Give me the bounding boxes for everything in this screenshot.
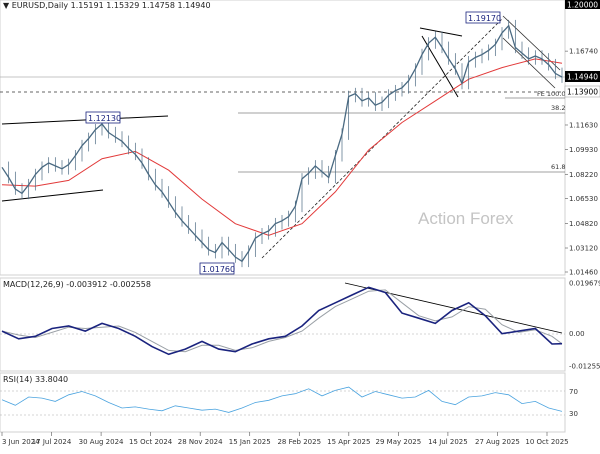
y-tick-label: 1.16740: [569, 48, 598, 56]
high-label-box: 1.19170: [465, 11, 501, 24]
x-tick-label: 3 Jun 2024: [2, 438, 40, 446]
current-price-tag-bg: [565, 71, 600, 82]
fib618-label: 61.8: [551, 163, 565, 171]
x-tick-label: 29 May 2025: [376, 438, 422, 446]
low-label-box: 1.01760: [199, 262, 235, 275]
y-tick-label: 1.06530: [569, 195, 598, 203]
top-price-tag-text: 1.20000: [567, 1, 598, 10]
macd-pane: 0.019679 0.00 -0.012552: [0, 277, 600, 372]
macd-tick-label: 0.019679: [569, 280, 600, 288]
candles: [8, 19, 563, 268]
trendline-upper-left: [1, 115, 169, 125]
current-price-tag-text: 1.14940: [567, 73, 598, 82]
watermark-text: Action Forex: [418, 209, 514, 228]
current-price-tag: 1.14940: [565, 71, 600, 82]
x-tick-label: 15 Oct 2024: [129, 438, 173, 446]
rsi-tick-label: 30: [569, 410, 578, 418]
macd-y-axis: 0.019679 0.00 -0.012552: [569, 280, 600, 371]
x-tick-label: 17 Jul 2024: [32, 438, 72, 446]
low-label-bg: [199, 262, 235, 275]
rsi-tick-label: 70: [569, 388, 578, 396]
channel-top-left: [419, 27, 463, 37]
rsi-y-axis: 70 30: [569, 388, 578, 418]
macd-tick-label: -0.012552: [569, 363, 600, 371]
macd-pane-title: MACD(12,26,9) -0.003912 -0.002558: [3, 280, 151, 289]
x-tick-label: 14 Jul 2025: [428, 438, 468, 446]
macd-tick-label: 0.00: [569, 330, 585, 338]
y-tick-label: 1.03120: [569, 245, 598, 253]
moving-average-line: [1, 58, 563, 236]
trendline-lower-left: [1, 189, 104, 202]
x-tick-label: 15 Apr 2025: [327, 438, 370, 446]
main-pane: 1.16740 1.11630 1.09930 1.08220 1.06530 1.048…: [0, 0, 600, 277]
x-tick-label: 28 Nov 2024: [178, 438, 223, 446]
main-pane-frame: [0, 0, 566, 276]
high-label: 1.19170: [468, 14, 501, 23]
x-tick-label: 15 Jan 2025: [229, 438, 271, 446]
fe100-label: FE 100.0: [537, 90, 566, 98]
rsi-pane-frame: [0, 372, 566, 433]
rsi-pane: 70 30: [0, 372, 578, 433]
macd-pane-frame: [0, 277, 566, 372]
support-price-tag-text: 1.13900: [567, 88, 598, 97]
rsi-pane-title: RSI(14) 33.8040: [3, 375, 69, 384]
y-tick-label: 1.04820: [569, 220, 598, 228]
y-tick-label: 1.08220: [569, 171, 598, 179]
channel-bottom-left: [421, 35, 459, 98]
mid-label-bg: [85, 111, 121, 124]
mid-label: 1.12130: [88, 114, 121, 123]
x-tick-label: 27 Aug 2025: [475, 438, 520, 446]
x-tick-label: 30 Aug 2024: [79, 438, 124, 446]
support-price-tag: 1.13900: [564, 85, 600, 98]
macd-line: [1, 286, 563, 356]
mid-label-box: 1.12130: [85, 111, 121, 124]
high-label-bg: [465, 11, 501, 24]
top-price-tag-bg: [565, 0, 600, 9]
low-label: 1.01760: [202, 265, 235, 274]
y-tick-label: 1.11630: [569, 121, 598, 129]
y-tick-label: 1.09930: [569, 146, 598, 154]
support-price-tag-bg: [564, 85, 600, 98]
main-y-axis: 1.16740 1.11630 1.09930 1.08220 1.06530 1.048…: [565, 48, 598, 277]
x-tick-label: 28 Feb 2025: [277, 438, 321, 446]
y-tick-label: 1.01460: [569, 269, 598, 277]
chart-menu-icon[interactable]: ▼: [3, 1, 10, 10]
main-pane-title: ▼ EURUSD,Daily 1.15191 1.15329 1.14758 1…: [3, 1, 211, 10]
rsi-line: [1, 386, 563, 413]
x-tick-label: 10 Oct 2025: [525, 438, 568, 446]
ohlc-values: 1.15191 1.15329 1.14758 1.14940: [70, 1, 211, 10]
fib382-label: 38.2: [551, 104, 565, 112]
symbol-label: EURUSD,Daily: [11, 1, 69, 10]
top-price-tag: 1.20000: [565, 0, 600, 10]
